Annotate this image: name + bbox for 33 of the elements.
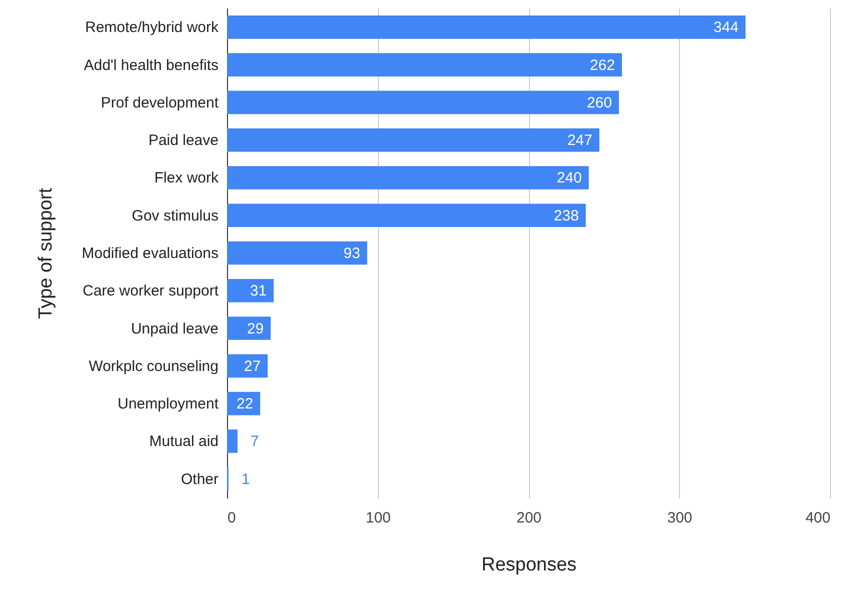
x-tick-label: 400 (805, 510, 830, 526)
x-tick-label: 300 (667, 510, 692, 526)
y-tick-label: Mutual aid (149, 433, 218, 450)
data-label: 247 (567, 132, 592, 150)
data-label: 27 (244, 358, 261, 375)
y-tick-label: Gov stimulus (132, 207, 218, 224)
x-axis-title: Responses (481, 554, 577, 576)
x-tick-label: 200 (516, 510, 542, 526)
data-label: 7 (250, 433, 259, 450)
data-label: 344 (714, 19, 739, 36)
data-label: 93 (344, 245, 360, 262)
y-tick-label: Flex work (154, 170, 219, 187)
x-tick-label: 0 (228, 510, 236, 526)
y-tick-label: Care worker support (82, 282, 220, 300)
y-tick-label: Unemployment (118, 396, 220, 413)
x-tick-label: 100 (366, 510, 391, 526)
y-tick-label: Prof development (100, 94, 220, 112)
y-tick-label: Remote/hybrid work (85, 19, 219, 36)
data-label: 29 (247, 320, 264, 338)
data-label: 238 (554, 207, 579, 224)
y-tick-label: Paid leave (148, 132, 218, 150)
y-tick-label: Other (180, 470, 219, 488)
data-label: 262 (590, 56, 615, 74)
data-label: 260 (586, 94, 612, 112)
data-label: 240 (556, 170, 582, 187)
y-tick-label: Add'l health benefits (84, 56, 218, 74)
data-label: 31 (250, 282, 267, 300)
data-label: 22 (236, 396, 254, 413)
y-tick-label: Modified evaluations (82, 245, 218, 262)
y-tick-label: Unpaid leave (130, 320, 218, 338)
data-label: 1 (242, 470, 250, 488)
y-axis-title: Type of support (36, 187, 57, 319)
y-tick-label: Workplc counseling (88, 358, 218, 375)
